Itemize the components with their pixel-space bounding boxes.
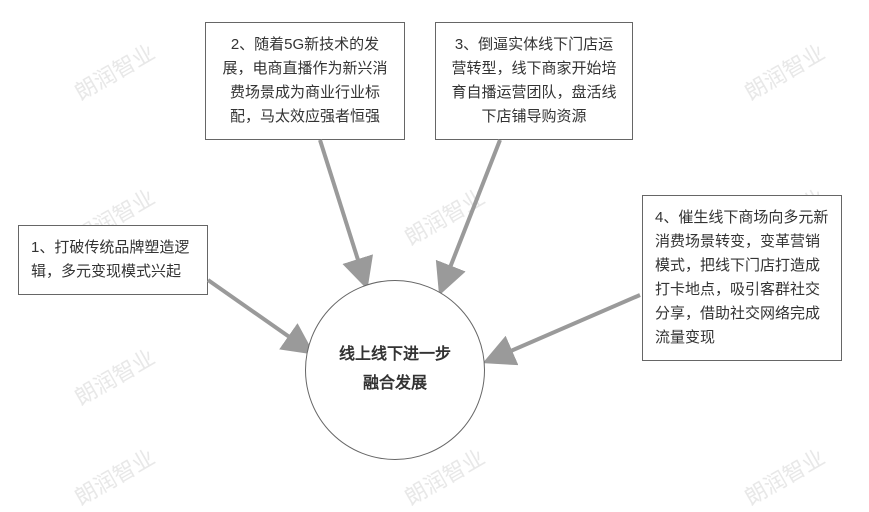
center-text: 线上线下进一步 融合发展 <box>339 341 451 399</box>
box-3: 3、倒逼实体线下门店运营转型，线下商家开始培育自播运营团队，盘活线下店铺导购资源 <box>435 22 633 140</box>
box-2-text: 2、随着5G新技术的发展，电商直播作为新兴消费场景成为商业行业标配，马太效应强者… <box>222 36 387 125</box>
watermark: 朗润智业 <box>738 35 830 107</box>
watermark: 朗润智业 <box>398 180 490 252</box>
box-1-text: 1、打破传统品牌塑造逻辑，多元变现模式兴起 <box>31 239 189 280</box>
center-line1: 线上线下进一步 <box>339 346 451 363</box>
box-2: 2、随着5G新技术的发展，电商直播作为新兴消费场景成为商业行业标配，马太效应强者… <box>205 22 405 140</box>
center-circle: 线上线下进一步 融合发展 <box>305 280 485 460</box>
box-3-text: 3、倒逼实体线下门店运营转型，线下商家开始培育自播运营团队，盘活线下店铺导购资源 <box>451 36 616 125</box>
watermark: 朗润智业 <box>68 440 160 512</box>
watermark: 朗润智业 <box>68 35 160 107</box>
arrow-4 <box>490 295 640 360</box>
arrow-2 <box>320 140 365 282</box>
box-4-text: 4、催生线下商场向多元新消费场景转变，变革营销模式，把线下门店打造成打卡地点，吸… <box>655 209 828 346</box>
watermark: 朗润智业 <box>68 340 160 412</box>
center-line2: 融合发展 <box>363 375 427 392</box>
box-1: 1、打破传统品牌塑造逻辑，多元变现模式兴起 <box>18 225 208 295</box>
watermark: 朗润智业 <box>738 440 830 512</box>
arrow-1 <box>208 280 308 350</box>
box-4: 4、催生线下商场向多元新消费场景转变，变革营销模式，把线下门店打造成打卡地点，吸… <box>642 195 842 361</box>
arrow-3 <box>442 140 500 288</box>
